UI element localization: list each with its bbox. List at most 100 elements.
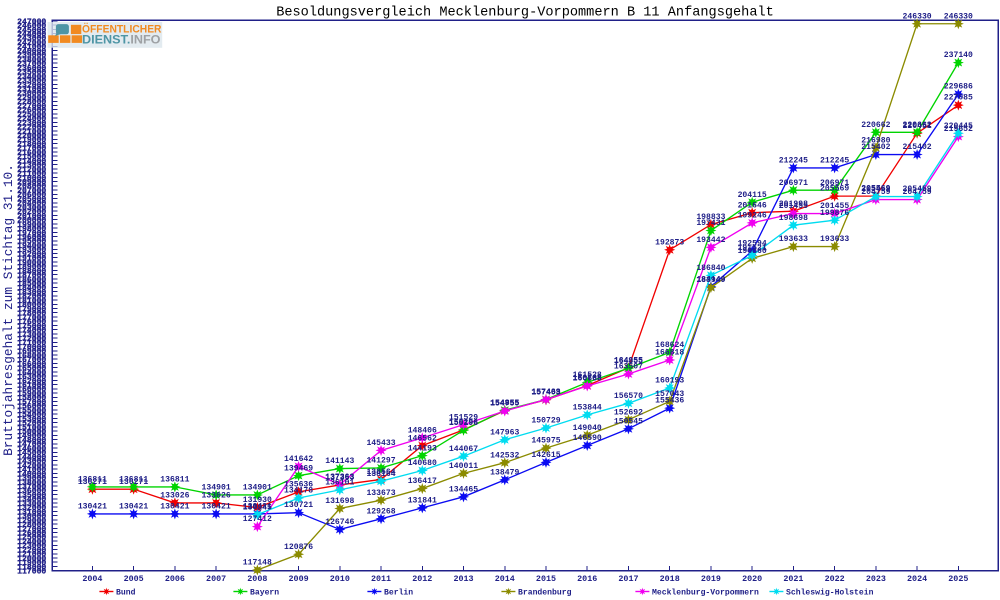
svg-text:158000: 158000 — [17, 394, 46, 403]
svg-text:192000: 192000 — [17, 250, 46, 259]
svg-text:247000: 247000 — [17, 18, 46, 27]
svg-text:136271: 136271 — [78, 478, 107, 487]
svg-text:156570: 156570 — [614, 392, 643, 401]
svg-text:135000: 135000 — [17, 491, 46, 500]
svg-text:144000: 144000 — [17, 453, 46, 462]
svg-text:215402: 215402 — [861, 143, 890, 152]
svg-text:138164: 138164 — [366, 470, 395, 479]
svg-text:205000: 205000 — [17, 195, 46, 204]
svg-text:2004: 2004 — [82, 574, 102, 584]
svg-text:157463: 157463 — [531, 388, 560, 397]
svg-text:178000: 178000 — [17, 310, 46, 319]
svg-text:227000: 227000 — [17, 102, 46, 111]
svg-text:157000: 157000 — [17, 398, 46, 407]
svg-text:227085: 227085 — [944, 94, 973, 103]
svg-text:200000: 200000 — [17, 217, 46, 226]
svg-text:168000: 168000 — [17, 352, 46, 361]
svg-text:163000: 163000 — [17, 373, 46, 382]
svg-text:164855: 164855 — [614, 357, 643, 366]
svg-text:204000: 204000 — [17, 200, 46, 209]
svg-text:193442: 193442 — [696, 236, 725, 245]
svg-text:190000: 190000 — [17, 259, 46, 268]
svg-text:221000: 221000 — [17, 128, 46, 137]
svg-text:2006: 2006 — [165, 574, 185, 584]
svg-text:133000: 133000 — [17, 500, 46, 509]
svg-text:234000: 234000 — [17, 73, 46, 82]
svg-text:2014: 2014 — [495, 574, 515, 584]
svg-text:240000: 240000 — [17, 47, 46, 56]
svg-text:117000: 117000 — [17, 568, 46, 577]
svg-text:207000: 207000 — [17, 187, 46, 196]
svg-text:145433: 145433 — [366, 439, 395, 448]
svg-text:223000: 223000 — [17, 119, 46, 128]
svg-text:226000: 226000 — [17, 107, 46, 116]
svg-text:199246: 199246 — [738, 211, 767, 220]
svg-text:118000: 118000 — [17, 563, 46, 572]
svg-text:155000: 155000 — [17, 407, 46, 416]
svg-text:2012: 2012 — [412, 574, 432, 584]
svg-text:183000: 183000 — [17, 288, 46, 297]
svg-text:146000: 146000 — [17, 445, 46, 454]
svg-text:139469: 139469 — [284, 464, 313, 473]
svg-text:176000: 176000 — [17, 318, 46, 327]
svg-text:148000: 148000 — [17, 436, 46, 445]
svg-text:129268: 129268 — [366, 507, 395, 516]
svg-text:155436: 155436 — [655, 397, 684, 406]
svg-text:177000: 177000 — [17, 314, 46, 323]
svg-text:229686: 229686 — [944, 83, 973, 92]
svg-text:143000: 143000 — [17, 458, 46, 467]
svg-text:206971: 206971 — [820, 179, 849, 188]
svg-text:151529: 151529 — [449, 413, 478, 422]
svg-text:202000: 202000 — [17, 208, 46, 217]
svg-text:213000: 213000 — [17, 162, 46, 171]
svg-text:2017: 2017 — [618, 574, 638, 584]
svg-text:2015: 2015 — [536, 574, 556, 584]
svg-text:161000: 161000 — [17, 382, 46, 391]
svg-text:201455: 201455 — [779, 202, 808, 211]
svg-text:140680: 140680 — [408, 459, 437, 468]
svg-text:150000: 150000 — [17, 428, 46, 437]
svg-text:135636: 135636 — [284, 480, 313, 489]
svg-text:167000: 167000 — [17, 356, 46, 365]
svg-text:146562: 146562 — [408, 434, 437, 443]
svg-text:201998: 201998 — [779, 200, 808, 209]
svg-text:147963: 147963 — [490, 428, 519, 437]
svg-text:230000: 230000 — [17, 90, 46, 99]
svg-text:212245: 212245 — [779, 156, 808, 165]
svg-text:191000: 191000 — [17, 255, 46, 264]
svg-text:160000: 160000 — [17, 386, 46, 395]
svg-text:171000: 171000 — [17, 339, 46, 348]
svg-text:204759: 204759 — [903, 188, 932, 197]
svg-text:Brandenburg: Brandenburg — [518, 588, 572, 597]
svg-text:220662: 220662 — [903, 121, 932, 130]
svg-text:216980: 216980 — [861, 136, 890, 145]
svg-text:192873: 192873 — [655, 238, 684, 247]
svg-text:149040: 149040 — [573, 424, 602, 433]
svg-text:121000: 121000 — [17, 551, 46, 560]
svg-text:119000: 119000 — [17, 559, 46, 568]
svg-text:201000: 201000 — [17, 212, 46, 221]
svg-text:211000: 211000 — [17, 170, 46, 179]
svg-text:2019: 2019 — [701, 574, 721, 584]
svg-text:164000: 164000 — [17, 369, 46, 378]
svg-text:134000: 134000 — [17, 496, 46, 505]
svg-text:130421: 130421 — [202, 503, 231, 512]
svg-text:222000: 222000 — [17, 124, 46, 133]
svg-text:245000: 245000 — [17, 26, 46, 35]
svg-text:219000: 219000 — [17, 136, 46, 145]
svg-text:136417: 136417 — [408, 477, 437, 486]
svg-text:220000: 220000 — [17, 132, 46, 141]
svg-text:142532: 142532 — [490, 451, 519, 460]
svg-text:138564: 138564 — [366, 468, 395, 477]
svg-text:179000: 179000 — [17, 305, 46, 314]
svg-text:220445: 220445 — [944, 122, 973, 131]
svg-text:166000: 166000 — [17, 360, 46, 369]
svg-text:241000: 241000 — [17, 43, 46, 52]
svg-text:2009: 2009 — [289, 574, 309, 584]
svg-text:138479: 138479 — [490, 468, 519, 477]
svg-text:170000: 170000 — [17, 343, 46, 352]
svg-text:199000: 199000 — [17, 221, 46, 230]
svg-text:154955: 154955 — [490, 399, 519, 408]
svg-text:242000: 242000 — [17, 39, 46, 48]
svg-text:154000: 154000 — [17, 411, 46, 420]
